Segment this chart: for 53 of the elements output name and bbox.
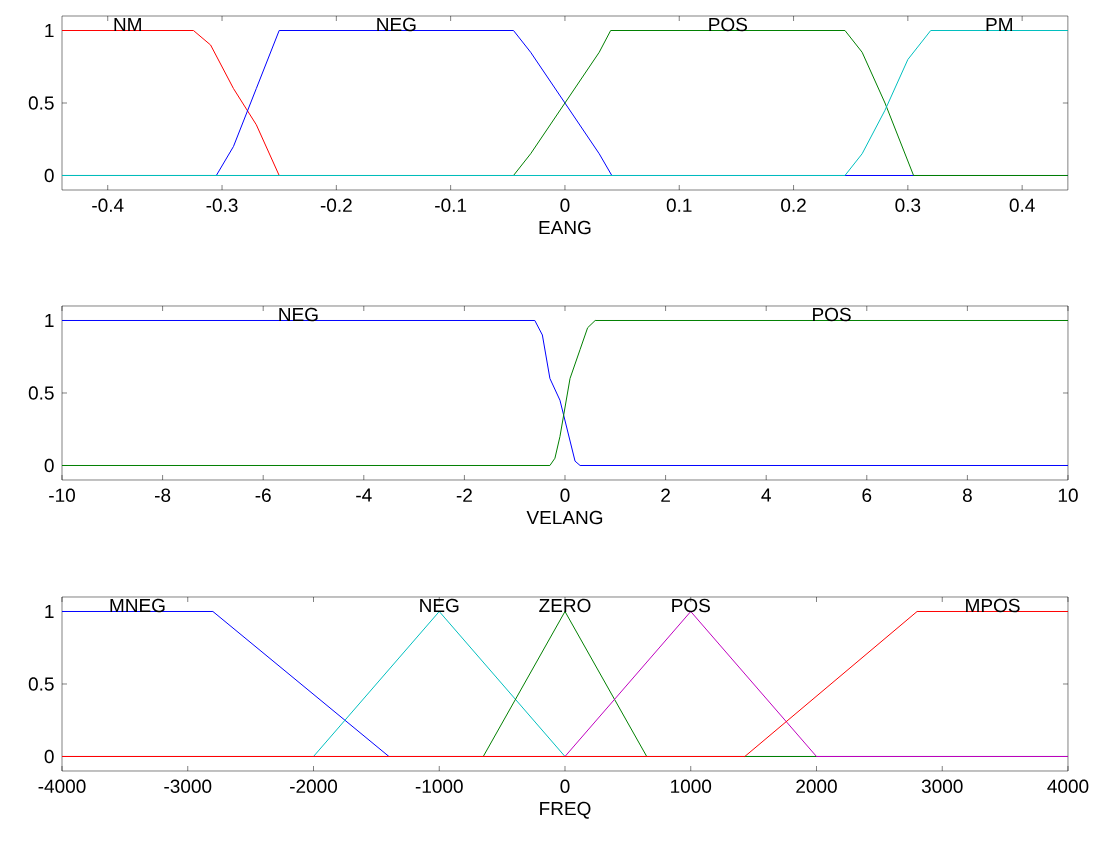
x-tick-label: -4	[356, 488, 372, 502]
line-series	[61, 30, 280, 176]
series-label: POS	[709, 17, 748, 32]
x-tick-label: 0.4	[1009, 198, 1035, 212]
x-tick-label: -2	[456, 488, 472, 502]
y-tick-label: 1	[45, 23, 54, 38]
y-tick-label: 0.5	[28, 386, 54, 400]
y-tick-label: 0	[44, 458, 54, 473]
y-tick-label: 0.5	[28, 677, 54, 691]
y-tick-label: 1	[45, 604, 54, 619]
series-label: MNEG	[110, 598, 165, 613]
x-tick-label: -0.4	[92, 198, 124, 212]
y-tick-label: 0.5	[28, 96, 54, 110]
y-tick-label: 0	[44, 749, 54, 764]
series-label: NM	[114, 17, 141, 32]
x-tick-label: -10	[49, 488, 75, 502]
x-tick-label: -0.2	[320, 198, 352, 212]
x-tick-label: 10	[1058, 488, 1078, 502]
x-tick-label: 2	[661, 488, 670, 502]
x-axis-title: EANG	[539, 220, 591, 235]
x-tick-label: -1000	[415, 779, 463, 793]
x-axis-title: FREQ	[540, 801, 591, 819]
x-tick-label: 4000	[1047, 779, 1089, 793]
x-tick-label: -4000	[38, 779, 86, 793]
series-label: NEG	[377, 17, 416, 32]
x-tick-label: -8	[155, 488, 171, 502]
series-label: POS	[813, 307, 851, 322]
series-label: ZERO	[539, 598, 591, 613]
x-tick-label: 4	[761, 488, 771, 502]
x-tick-label: 0	[560, 779, 570, 793]
x-tick-label: 8	[962, 488, 972, 502]
x-tick-label: 0	[560, 198, 570, 212]
x-tick-label: -0.1	[435, 198, 467, 212]
series-label: NEG	[420, 598, 459, 613]
x-tick-label: 2000	[796, 779, 837, 793]
series-label: MPOS	[966, 598, 1020, 613]
series-label: NEG	[279, 307, 318, 322]
x-tick-label: -0.3	[206, 198, 238, 212]
series-label: POS	[672, 598, 710, 613]
y-tick-label: 1	[45, 313, 54, 328]
x-tick-label: 3000	[921, 779, 963, 793]
x-tick-label: 1000	[671, 779, 712, 793]
y-tick-label: 0	[44, 168, 54, 183]
x-tick-label: 0.1	[666, 198, 692, 212]
x-tick-label: 6	[862, 488, 872, 502]
x-tick-label: 0.2	[781, 198, 806, 212]
x-axis-title: VELANG	[526, 510, 603, 525]
x-tick-label: 0.3	[895, 198, 921, 212]
x-tick-label: -3000	[164, 779, 212, 793]
x-tick-label: -2000	[290, 779, 338, 793]
x-tick-label: 0	[560, 488, 570, 502]
x-tick-label: -6	[255, 488, 271, 502]
series-label: PM	[986, 17, 1012, 32]
